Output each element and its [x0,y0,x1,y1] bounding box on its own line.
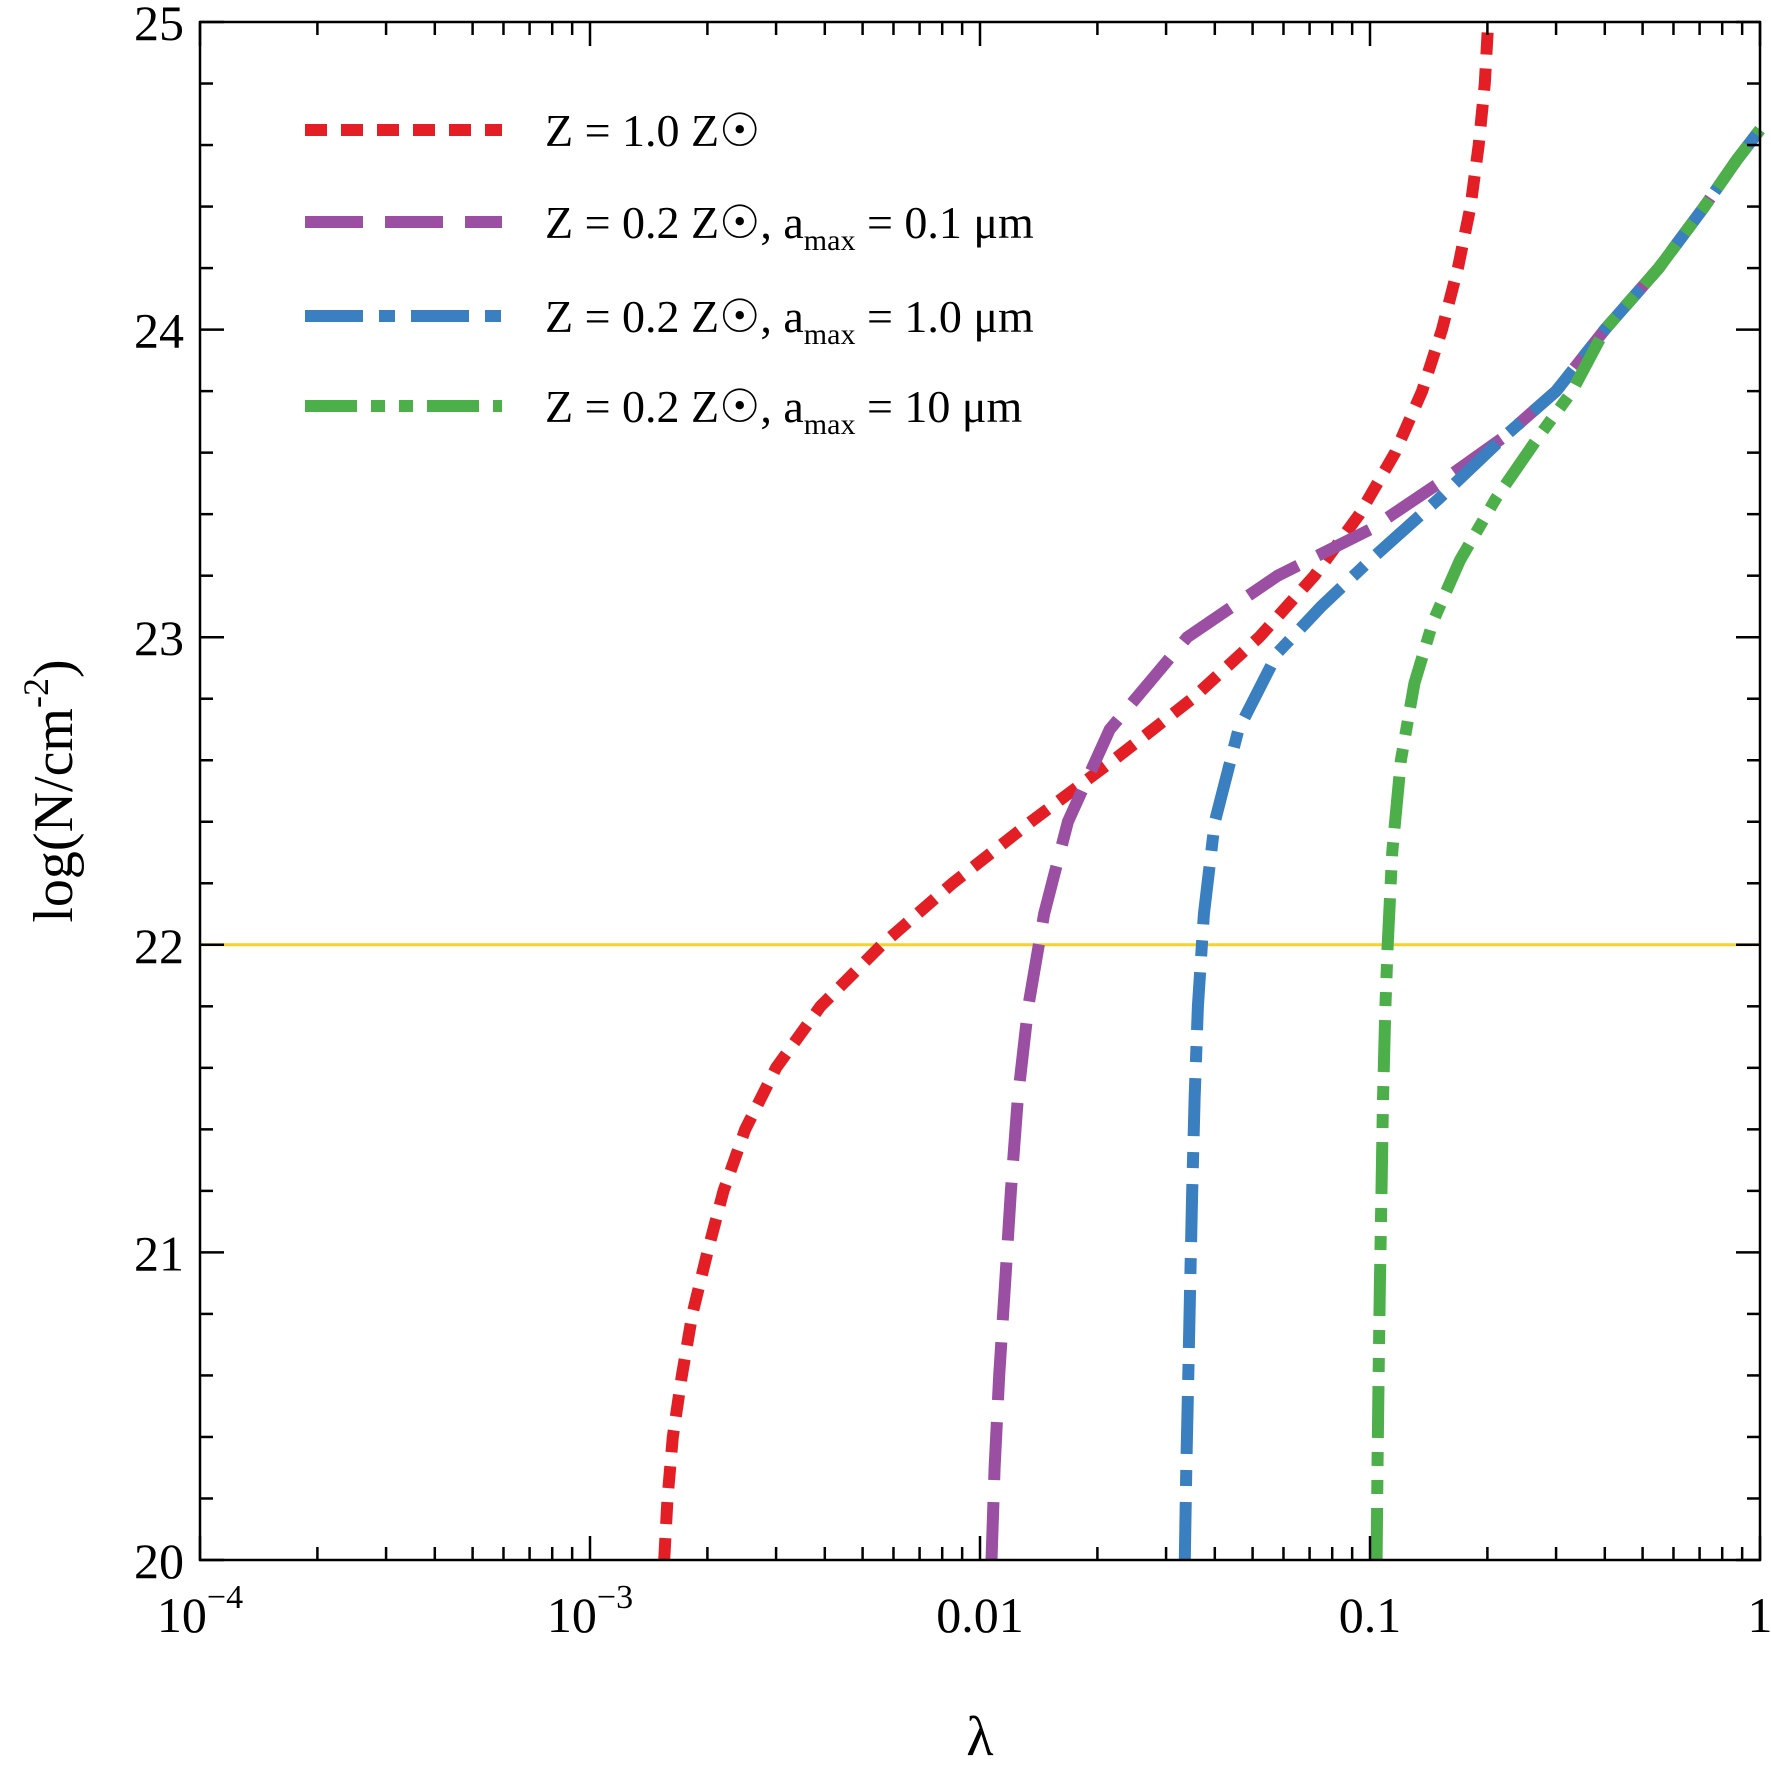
y-tick-label-1: 20 [134,1533,184,1589]
y-tick-label-5: 24 [134,303,184,359]
legend-label-1: Z = 1.0 Z☉ [545,105,760,156]
legend-label-4: Z = 0.2 Z☉, amax = 10 μm [545,381,1023,441]
x-tick-label-5: 1 [1748,1587,1771,1643]
x-tick-label-4: 0.1 [1339,1587,1402,1643]
x-tick-label-3: 0.01 [936,1587,1024,1643]
legend-label-2: Z = 0.2 Z☉, amax = 0.1 μm [545,197,1034,257]
series-line-4 [1370,126,1765,1561]
y-tick-label-2: 21 [134,1225,184,1281]
x-tick-label-1: 10−4 [157,1579,243,1643]
tick-layer: 10−4 10−3 0.01 0.1 1 20 21 22 23 24 25 [134,0,1771,1643]
legend-label-3: Z = 0.2 Z☉, amax = 1.0 μm [545,291,1034,351]
y-tick-label-3: 22 [134,918,184,974]
series-line-3 [1178,126,1765,1561]
series-line-1 [658,21,1495,1561]
y-axis-label: log(N/cm-2) [16,659,85,922]
legend: Z = 1.0 Z☉ Z = 0.2 Z☉, amax = 0.1 μm Z = 0… [305,105,1034,441]
y-tick-label-6: 25 [134,0,184,51]
y-tick-label-4: 23 [134,610,184,666]
series-layer [658,21,1765,1561]
x-axis-label: λ [966,1706,993,1768]
x-tick-label-2: 10−3 [547,1579,633,1643]
